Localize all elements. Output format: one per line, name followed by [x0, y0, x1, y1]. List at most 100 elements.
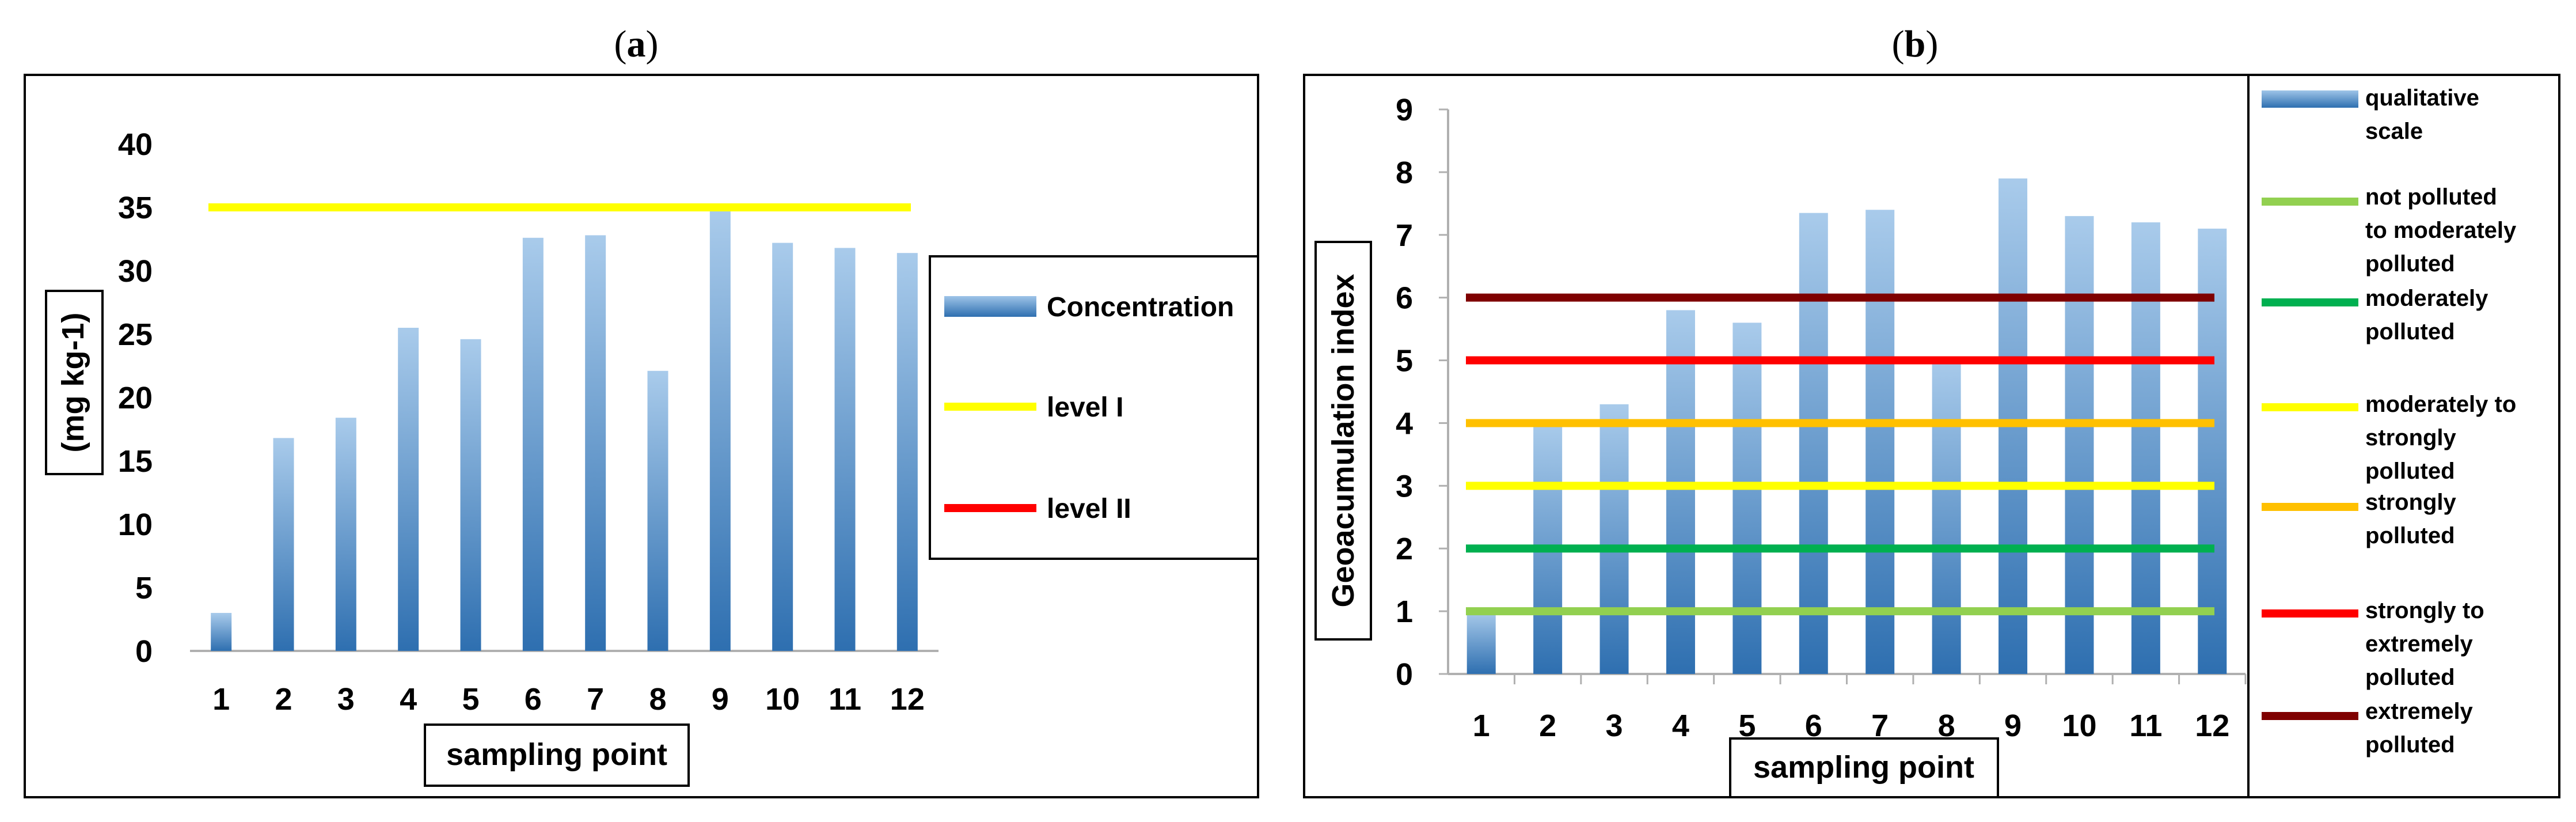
legend-label-line: scale — [2365, 119, 2423, 144]
b-bar — [2131, 222, 2160, 674]
legend-label-line: polluted — [2365, 459, 2455, 484]
a-y-tick-label: 15 — [118, 444, 153, 479]
legend-label-line: polluted — [2365, 665, 2455, 690]
legend-label-line: moderately — [2365, 286, 2488, 311]
a-bar — [896, 253, 918, 651]
b-y-tick-label: 7 — [1396, 218, 1413, 253]
b-x-tick-label: 12 — [2195, 709, 2229, 743]
b-bar — [1666, 310, 1695, 674]
b-bar — [1799, 213, 1828, 675]
a-y-tick-label: 5 — [135, 571, 153, 605]
legend-label-line: not polluted — [2365, 184, 2497, 210]
b-x-tick-label: 3 — [1606, 709, 1623, 743]
legend-label: not polluted to moderately polluted — [2365, 184, 2517, 276]
a-x-tick-label: 9 — [712, 682, 729, 717]
panel-b-legend — [2247, 74, 2560, 798]
b-bar — [1466, 611, 1496, 674]
a-bar — [335, 418, 356, 651]
b-y-tick-label: 6 — [1396, 281, 1413, 316]
legend-label-line: strongly — [2365, 425, 2457, 450]
b-x-tick-label: 4 — [1672, 709, 1689, 743]
a-x-tick-label: 5 — [462, 682, 479, 717]
legend-label: level II — [1047, 494, 1131, 524]
a-x-tick-label: 2 — [275, 682, 292, 717]
b-x-tick-label: 10 — [2062, 709, 2096, 743]
legend-swatch-qualitative-scale — [2262, 90, 2358, 108]
panel-a-xlabel-box — [424, 723, 690, 787]
a-x-tick-label: 7 — [587, 682, 604, 717]
legend-label-line: strongly to — [2365, 598, 2484, 623]
panel-a-xlabel: sampling point — [446, 737, 667, 772]
legend-label: strongly polluted — [2365, 490, 2457, 548]
panel-a-ylabel-box — [45, 290, 104, 475]
legend-label: strongly to extremely polluted — [2365, 598, 2484, 690]
a-bar — [460, 339, 481, 651]
panel-a-bars — [211, 211, 918, 651]
a-x-tick-label: 8 — [649, 682, 666, 717]
legend-label-line: strongly — [2365, 490, 2457, 515]
panel-b-axes — [1439, 108, 2247, 684]
a-x-tick-label: 11 — [829, 682, 861, 717]
legend-label: moderately to strongly polluted — [2365, 392, 2516, 484]
b-bar — [1932, 357, 1961, 674]
legend-label-line: polluted — [2365, 319, 2455, 344]
panel-b-reference-lines — [1466, 293, 2214, 616]
a-y-tick-label: 10 — [118, 507, 153, 542]
a-bar — [398, 328, 419, 651]
b-bar — [2198, 228, 2227, 674]
legend-label: qualitative scale — [2365, 85, 2479, 144]
a-bar — [834, 248, 856, 651]
legend-label-line: qualitative — [2365, 85, 2479, 111]
b-y-tick-label: 1 — [1396, 594, 1413, 629]
a-x-tick-label: 12 — [890, 682, 925, 717]
b-y-tick-label: 8 — [1396, 156, 1413, 190]
a-bar — [647, 370, 668, 651]
a-y-tick-label: 20 — [118, 381, 153, 415]
a-y-tick-label: 0 — [135, 634, 153, 669]
a-x-tick-label: 10 — [765, 682, 800, 717]
b-x-tick-label: 2 — [1539, 709, 1556, 743]
legend-label: extremely polluted — [2365, 699, 2474, 757]
panel-b-xlabel: sampling point — [1753, 750, 1974, 785]
a-bar — [211, 613, 232, 651]
legend-label-line: to moderately — [2365, 218, 2517, 243]
b-x-tick-label: 11 — [2129, 709, 2162, 743]
b-bar — [2065, 216, 2094, 675]
a-bar — [585, 235, 606, 651]
a-y-tick-label: 25 — [118, 317, 153, 352]
a-x-tick-label: 4 — [400, 682, 417, 717]
b-y-tick-label: 4 — [1396, 406, 1413, 441]
legend-label: Concentration — [1047, 292, 1234, 323]
legend-label-line: moderately to — [2365, 392, 2516, 417]
legend-label-line: polluted — [2365, 523, 2455, 548]
b-y-tick-label: 0 — [1396, 657, 1413, 692]
panel-b-xlabel-box — [1729, 737, 1999, 798]
a-x-tick-label: 3 — [337, 682, 355, 717]
a-bar — [772, 243, 793, 651]
a-y-tick-label: 40 — [118, 127, 153, 162]
legend-label-line: polluted — [2365, 251, 2455, 276]
b-bar — [1732, 323, 1762, 674]
b-x-tick-label: 9 — [2004, 709, 2022, 743]
legend-label-line: extremely — [2365, 631, 2474, 657]
b-bar — [1865, 210, 1895, 674]
panel-a-ylabel: (mg kg-1) — [56, 313, 90, 453]
b-y-tick-label: 9 — [1396, 93, 1413, 127]
panel-b-ylabel: Geoacumulation index — [1326, 274, 1361, 607]
panel-b-title: (b) — [1892, 23, 1939, 65]
legend-label: moderately polluted — [2365, 286, 2488, 344]
panel-a-title: (a) — [614, 23, 659, 65]
legend-label: level I — [1047, 392, 1123, 423]
a-y-tick-label: 35 — [118, 191, 153, 225]
panel-a-legend-entries: Concentration level I level II — [944, 292, 1234, 524]
b-y-tick-label: 3 — [1396, 469, 1413, 503]
a-bar — [709, 211, 731, 651]
panel-b-ylabel-box — [1314, 241, 1372, 641]
legend-label-line: extremely — [2365, 699, 2474, 724]
a-y-tick-label: 30 — [118, 254, 153, 289]
a-x-tick-label: 1 — [212, 682, 230, 717]
